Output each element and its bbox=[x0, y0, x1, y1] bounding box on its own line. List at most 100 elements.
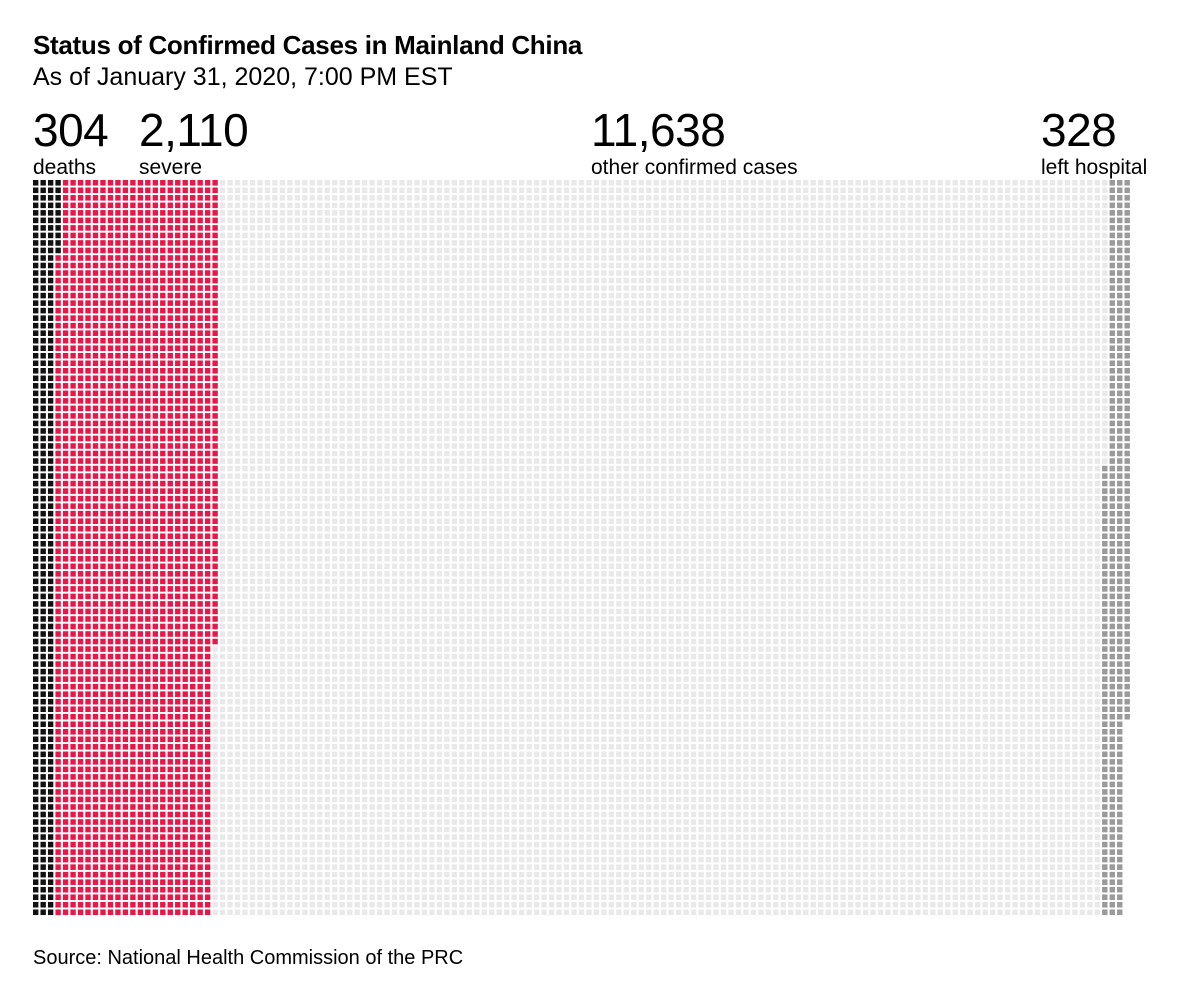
waffle-cell-other bbox=[234, 307, 241, 314]
waffle-cell-severe bbox=[92, 450, 99, 457]
waffle-cell-severe bbox=[100, 796, 106, 803]
waffle-cell-deaths bbox=[40, 262, 46, 269]
waffle-cell-severe bbox=[175, 886, 181, 893]
waffle-cell-other bbox=[219, 586, 226, 592]
waffle-cell-severe bbox=[160, 473, 166, 479]
waffle-cell-severe bbox=[204, 240, 211, 246]
waffle-cell-other bbox=[234, 834, 241, 840]
waffle-cell-severe bbox=[160, 879, 166, 885]
waffle-cell-severe bbox=[77, 368, 84, 374]
waffle-cell-other bbox=[302, 292, 308, 299]
waffle-cell-other bbox=[287, 879, 293, 885]
waffle-cell-deaths bbox=[47, 533, 54, 540]
waffle-cell-other bbox=[264, 646, 271, 652]
waffle-cell-other bbox=[309, 676, 315, 682]
waffle-cell-severe bbox=[137, 766, 144, 773]
waffle-cell-severe bbox=[160, 443, 166, 449]
waffle-cell-severe bbox=[122, 616, 129, 622]
waffle-cell-other bbox=[272, 811, 278, 818]
waffle-cell-other bbox=[324, 661, 330, 667]
waffle-cell-severe bbox=[70, 811, 76, 818]
waffle-cell-severe bbox=[130, 834, 136, 840]
waffle-cell-severe bbox=[160, 563, 166, 570]
waffle-cell-other bbox=[384, 360, 390, 367]
waffle-cell-severe bbox=[85, 571, 91, 577]
waffle-cell-deaths bbox=[47, 608, 54, 615]
waffle-cell-severe bbox=[107, 811, 114, 818]
waffle-cell-severe bbox=[182, 255, 188, 261]
waffle-cell-severe bbox=[190, 766, 196, 773]
waffle-cell-other bbox=[376, 728, 383, 735]
waffle-cell-other bbox=[324, 292, 330, 299]
waffle-cell-severe bbox=[122, 586, 129, 592]
waffle-cell-severe bbox=[167, 495, 173, 502]
waffle-cell-severe bbox=[122, 480, 129, 487]
waffle-cell-other bbox=[376, 435, 383, 442]
waffle-cell-other bbox=[399, 819, 405, 825]
waffle-cell-severe bbox=[182, 668, 188, 675]
waffle-cell-other bbox=[272, 631, 278, 637]
waffle-cell-other bbox=[242, 676, 248, 682]
waffle-cell-severe bbox=[107, 292, 114, 299]
waffle-cell-severe bbox=[115, 646, 121, 652]
waffle-cell-other bbox=[376, 593, 383, 600]
waffle-cell-other bbox=[279, 262, 286, 269]
waffle-cell-severe bbox=[92, 322, 99, 329]
waffle-cell-other bbox=[332, 202, 338, 209]
waffle-cell-severe bbox=[197, 728, 203, 735]
waffle-cell-other bbox=[332, 277, 338, 284]
waffle-cell-severe bbox=[85, 796, 91, 803]
waffle-cell-deaths bbox=[33, 428, 39, 434]
waffle-cell-other bbox=[317, 623, 323, 630]
waffle-cell-severe bbox=[130, 180, 136, 186]
waffle-cell-severe bbox=[160, 187, 166, 194]
waffle-cell-other bbox=[264, 292, 271, 299]
waffle-cell-other bbox=[369, 653, 375, 660]
waffle-cell-severe bbox=[190, 232, 196, 239]
waffle-cell-severe bbox=[160, 540, 166, 547]
waffle-cell-other bbox=[354, 819, 360, 825]
waffle-cell-severe bbox=[85, 548, 91, 555]
waffle-cell-other bbox=[391, 811, 398, 818]
waffle-cell-other bbox=[324, 548, 330, 555]
waffle-cell-other bbox=[406, 646, 413, 652]
waffle-cell-other bbox=[242, 533, 248, 540]
waffle-cell-severe bbox=[55, 849, 61, 855]
waffle-cell-severe bbox=[190, 352, 196, 359]
waffle-cell-other bbox=[376, 759, 383, 765]
waffle-cell-severe bbox=[160, 849, 166, 855]
waffle-cell-other bbox=[384, 255, 390, 261]
waffle-cell-other bbox=[227, 255, 233, 261]
waffle-cell-other bbox=[339, 277, 345, 284]
waffle-cell-other bbox=[272, 488, 278, 494]
waffle-cell-severe bbox=[137, 578, 144, 585]
waffle-cell-severe bbox=[55, 495, 61, 502]
waffle-cell-severe bbox=[145, 533, 151, 540]
waffle-cell-other bbox=[391, 428, 398, 434]
waffle-cell-other bbox=[369, 503, 375, 509]
waffle-cell-other bbox=[219, 751, 226, 758]
waffle-cell-severe bbox=[92, 262, 99, 269]
waffle-cell-deaths bbox=[40, 300, 46, 306]
waffle-cell-other bbox=[294, 225, 301, 231]
waffle-cell-deaths bbox=[47, 698, 54, 705]
waffle-cell-severe bbox=[145, 210, 151, 216]
waffle-cell-other bbox=[309, 909, 315, 916]
waffle-cell-other bbox=[354, 307, 360, 314]
waffle-cell-severe bbox=[62, 661, 69, 667]
waffle-cell-other bbox=[369, 661, 375, 667]
waffle-cell-other bbox=[399, 292, 405, 299]
waffle-cell-other bbox=[339, 668, 345, 675]
waffle-cell-other bbox=[272, 646, 278, 652]
waffle-cell-severe bbox=[160, 683, 166, 690]
waffle-cell-other bbox=[257, 571, 263, 577]
waffle-cell-severe bbox=[160, 698, 166, 705]
waffle-cell-other bbox=[317, 443, 323, 449]
waffle-cell-severe bbox=[85, 623, 91, 630]
waffle-cell-severe bbox=[197, 405, 203, 412]
waffle-cell-other bbox=[376, 879, 383, 885]
waffle-cell-other bbox=[399, 217, 405, 224]
waffle-cell-other bbox=[369, 766, 375, 773]
waffle-cell-other bbox=[347, 383, 353, 389]
waffle-cell-other bbox=[361, 262, 368, 269]
